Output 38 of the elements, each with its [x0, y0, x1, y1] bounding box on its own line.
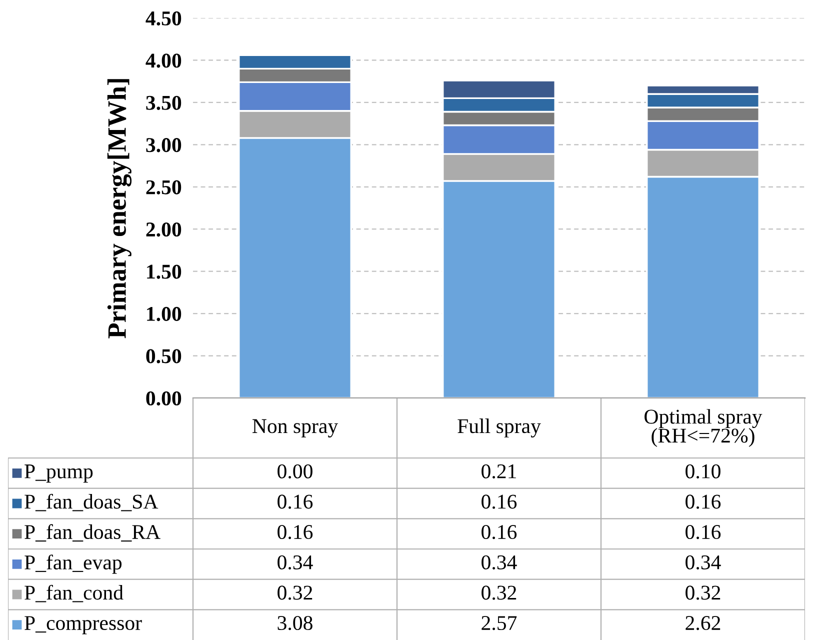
y-tick-label: 3.50 [146, 96, 182, 110]
data-label: 0.16 [482, 524, 517, 540]
data-label: 0.34 [686, 555, 721, 570]
legend-label: P_fan_doas_RA [24, 524, 160, 542]
data-label: 0.32 [686, 586, 720, 600]
data-label: 0.21 [482, 464, 516, 478]
y-axis-title: Primary energy[MWh] [107, 79, 132, 338]
y-tick-label: 4.00 [146, 54, 182, 68]
y-tick-label: 2.50 [146, 180, 182, 194]
y-tick-label: 1.00 [147, 306, 182, 322]
legend-label: P_fan_cond [24, 584, 124, 602]
data-label: 2.57 [482, 616, 517, 630]
y-tick-label: 0.50 [146, 349, 182, 364]
x-tick-label: Optimal spray (RH<=72%) [644, 409, 762, 447]
legend-label: P_fan_evap [24, 554, 122, 574]
data-label: 3.08 [278, 616, 312, 630]
data-label: 0.00 [278, 464, 312, 478]
y-tick-label: 2.00 [146, 222, 182, 237]
data-label: 0.34 [278, 555, 313, 570]
data-label: 2.62 [686, 616, 720, 630]
y-tick-label: 4.50 [146, 11, 182, 26]
legend-label: P_fan_doas_SA [24, 494, 158, 512]
y-tick-label: 0.00 [146, 391, 182, 406]
data-label: 0.16 [482, 494, 517, 509]
legend-label: P_pump [24, 464, 93, 483]
data-label: 0.32 [278, 586, 312, 600]
y-tick-label: 3.00 [146, 138, 182, 152]
x-tick-label: Non spray [252, 419, 338, 438]
data-label: 0.16 [686, 524, 721, 540]
legend-label: P_compressor [24, 616, 142, 634]
data-label: 0.10 [686, 464, 720, 478]
data-label: 0.16 [686, 494, 721, 509]
x-tick-label: Full spray [458, 418, 541, 438]
data-label: 0.32 [482, 586, 516, 600]
data-label: 0.16 [278, 494, 313, 509]
data-label: 0.34 [482, 555, 517, 570]
data-label: 0.16 [278, 524, 313, 540]
y-tick-label: 1.50 [147, 264, 182, 279]
